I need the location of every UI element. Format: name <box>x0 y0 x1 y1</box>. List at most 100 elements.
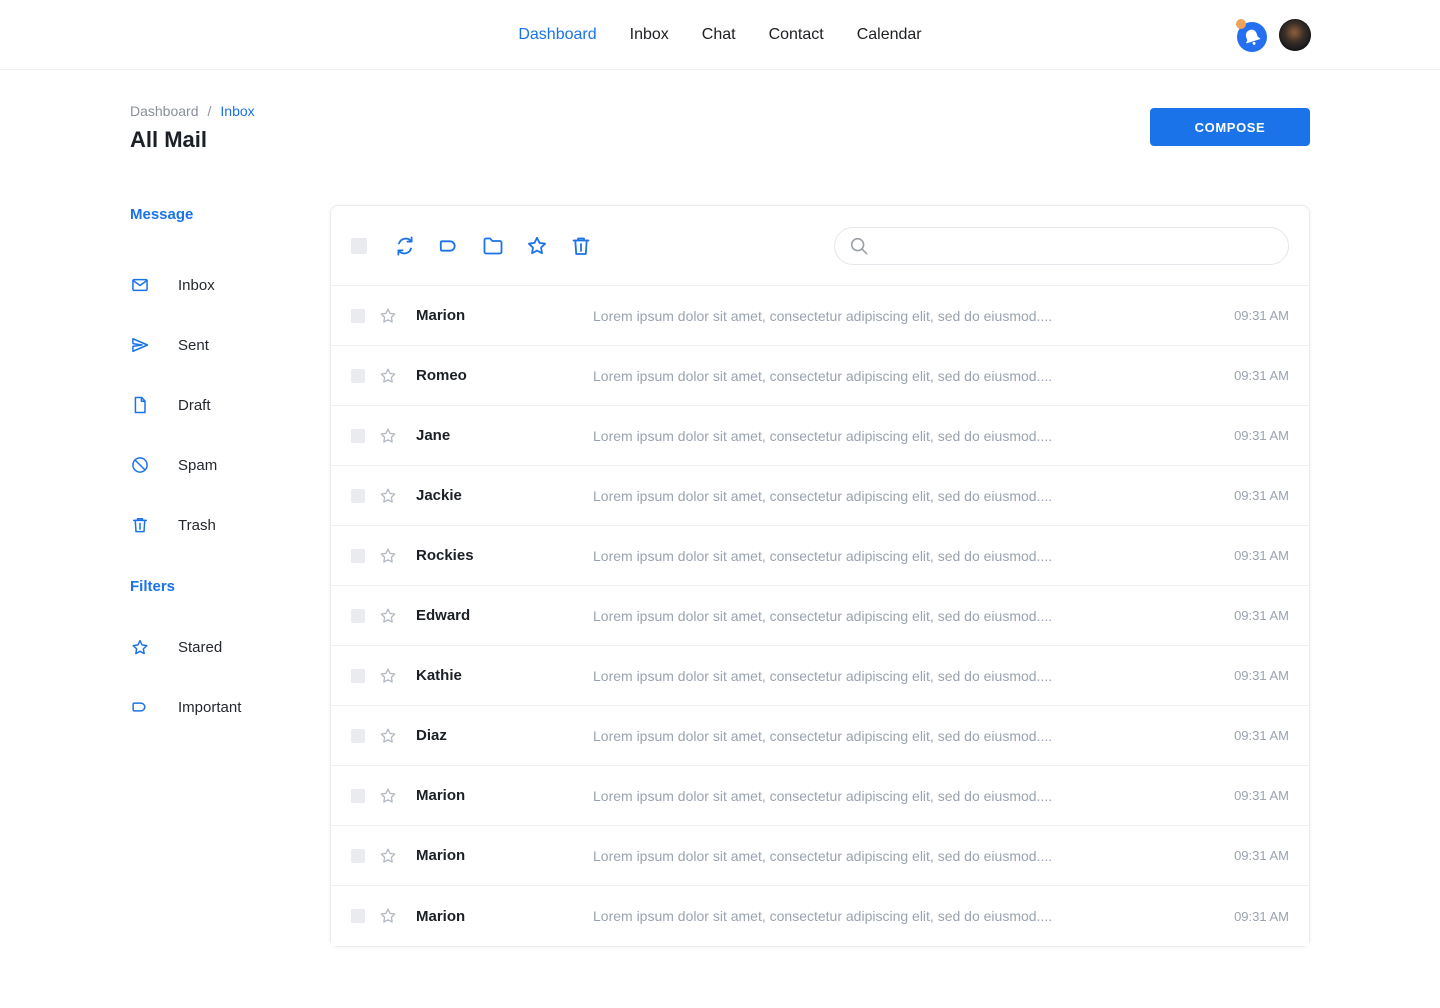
search-input[interactable] <box>878 237 1275 254</box>
row-checkbox[interactable] <box>351 728 365 743</box>
row-star-icon[interactable] <box>378 786 398 806</box>
sidebar-filters-list: Stared Important <box>130 617 330 737</box>
notification-bell-icon[interactable] <box>1234 17 1268 53</box>
mail-time: 09:31 AM <box>1234 428 1289 443</box>
row-checkbox[interactable] <box>351 788 365 803</box>
mail-preview: Lorem ipsum dolor sit amet, consectetur … <box>593 547 1053 564</box>
nav-contact[interactable]: Contact <box>768 25 824 43</box>
mail-sender: Romeo <box>416 367 467 384</box>
row-star-icon[interactable] <box>378 846 398 866</box>
mail-row[interactable]: Marion Lorem ipsum dolor sit amet, conse… <box>331 826 1309 886</box>
row-star-icon[interactable] <box>378 906 398 926</box>
mail-row[interactable]: Kathie Lorem ipsum dolor sit amet, conse… <box>331 646 1309 706</box>
mail-row[interactable]: Marion Lorem ipsum dolor sit amet, conse… <box>331 286 1309 346</box>
page-header: Dashboard / Inbox All Mail COMPOSE <box>130 103 1310 153</box>
row-checkbox[interactable] <box>351 909 365 923</box>
mail-list: Marion Lorem ipsum dolor sit amet, conse… <box>331 286 1309 946</box>
sidebar-item-sent[interactable]: Sent <box>130 315 330 375</box>
sidebar-item-important[interactable]: Important <box>130 677 330 737</box>
row-star-icon[interactable] <box>378 306 398 326</box>
sidebar-message-list: Inbox Sent Draft Spam <box>130 255 330 555</box>
sidebar-item-trash[interactable]: Trash <box>130 495 330 555</box>
trash-icon[interactable] <box>569 234 593 258</box>
mail-row[interactable]: Romeo Lorem ipsum dolor sit amet, consec… <box>331 346 1309 406</box>
mail-row[interactable]: Marion Lorem ipsum dolor sit amet, conse… <box>331 886 1309 946</box>
mail-row[interactable]: Jane Lorem ipsum dolor sit amet, consect… <box>331 406 1309 466</box>
mail-time: 09:31 AM <box>1234 488 1289 503</box>
mail-row[interactable]: Marion Lorem ipsum dolor sit amet, conse… <box>331 766 1309 826</box>
breadcrumb-separator: / <box>207 103 212 119</box>
sidebar-item-inbox[interactable]: Inbox <box>130 255 330 315</box>
row-checkbox[interactable] <box>351 488 365 503</box>
mail-sender: Edward <box>416 607 471 624</box>
spam-icon <box>130 455 150 475</box>
row-checkbox[interactable] <box>351 308 365 323</box>
sidebar-item-label: Trash <box>178 516 216 534</box>
mail-preview: Lorem ipsum dolor sit amet, consectetur … <box>593 908 1053 924</box>
mail-preview: Lorem ipsum dolor sit amet, consectetur … <box>593 787 1053 804</box>
sidebar-item-label: Inbox <box>178 276 215 294</box>
mail-sender: Marion <box>416 907 466 925</box>
select-all-checkbox[interactable] <box>351 237 367 254</box>
row-checkbox[interactable] <box>351 608 365 623</box>
breadcrumb-dashboard[interactable]: Dashboard <box>130 103 199 119</box>
mail-sender: Rockies <box>416 547 474 564</box>
page-title: All Mail <box>130 127 208 152</box>
row-star-icon[interactable] <box>378 486 398 506</box>
main-nav: Dashboard Inbox Chat Contact Calendar <box>518 26 921 44</box>
search-box[interactable] <box>834 226 1289 265</box>
mail-row[interactable]: Jackie Lorem ipsum dolor sit amet, conse… <box>331 466 1309 526</box>
sidebar-item-draft[interactable]: Draft <box>130 375 330 435</box>
row-checkbox[interactable] <box>351 848 365 863</box>
sidebar-item-label: Stared <box>178 638 223 656</box>
mail-preview: Lorem ipsum dolor sit amet, consectetur … <box>593 427 1053 444</box>
search-icon <box>848 235 870 257</box>
row-star-icon[interactable] <box>378 726 398 746</box>
sidebar-heading-message: Message <box>130 206 194 223</box>
topbar-actions <box>1234 0 1311 70</box>
user-avatar[interactable] <box>1279 19 1311 51</box>
sidebar-heading-filters: Filters <box>130 578 176 595</box>
sidebar-item-spam[interactable]: Spam <box>130 435 330 495</box>
row-star-icon[interactable] <box>378 426 398 446</box>
mail-row[interactable]: Diaz Lorem ipsum dolor sit amet, consect… <box>331 706 1309 766</box>
row-star-icon[interactable] <box>378 606 398 626</box>
star-icon <box>130 637 150 657</box>
mail-row[interactable]: Rockies Lorem ipsum dolor sit amet, cons… <box>331 526 1309 586</box>
row-checkbox[interactable] <box>351 428 365 443</box>
mail-time: 09:31 AM <box>1234 368 1289 383</box>
refresh-icon[interactable] <box>393 234 417 258</box>
send-icon <box>130 335 150 355</box>
label-icon[interactable] <box>437 234 461 258</box>
sidebar-item-label: Important <box>178 698 242 716</box>
trash-icon <box>130 515 150 535</box>
nav-calendar[interactable]: Calendar <box>856 25 922 43</box>
mail-preview: Lorem ipsum dolor sit amet, consectetur … <box>593 487 1053 504</box>
star-icon[interactable] <box>525 234 549 258</box>
row-checkbox[interactable] <box>351 548 365 563</box>
mail-preview: Lorem ipsum dolor sit amet, consectetur … <box>593 367 1053 384</box>
row-checkbox[interactable] <box>351 368 365 383</box>
nav-inbox[interactable]: Inbox <box>629 25 669 43</box>
toolbar-icons <box>393 234 593 258</box>
row-star-icon[interactable] <box>378 366 398 386</box>
mail-sender: Diaz <box>416 727 447 744</box>
sidebar-item-stared[interactable]: Stared <box>130 617 330 677</box>
compose-button[interactable]: COMPOSE <box>1150 108 1310 146</box>
mail-sender: Jane <box>416 427 451 444</box>
row-star-icon[interactable] <box>378 666 398 686</box>
mail-row[interactable]: Edward Lorem ipsum dolor sit amet, conse… <box>331 586 1309 646</box>
nav-chat[interactable]: Chat <box>701 25 736 43</box>
breadcrumb-inbox[interactable]: Inbox <box>220 103 255 119</box>
draft-icon <box>130 395 150 415</box>
mail-time: 09:31 AM <box>1234 788 1289 803</box>
nav-dashboard[interactable]: Dashboard <box>518 25 597 43</box>
sidebar-item-label: Sent <box>178 336 209 354</box>
folder-icon[interactable] <box>481 234 505 258</box>
mail-icon <box>130 275 150 295</box>
mail-time: 09:31 AM <box>1234 728 1289 743</box>
top-navigation-bar: Dashboard Inbox Chat Contact Calendar <box>0 0 1440 70</box>
row-star-icon[interactable] <box>378 546 398 566</box>
mail-sender: Marion <box>416 307 466 324</box>
row-checkbox[interactable] <box>351 668 365 683</box>
